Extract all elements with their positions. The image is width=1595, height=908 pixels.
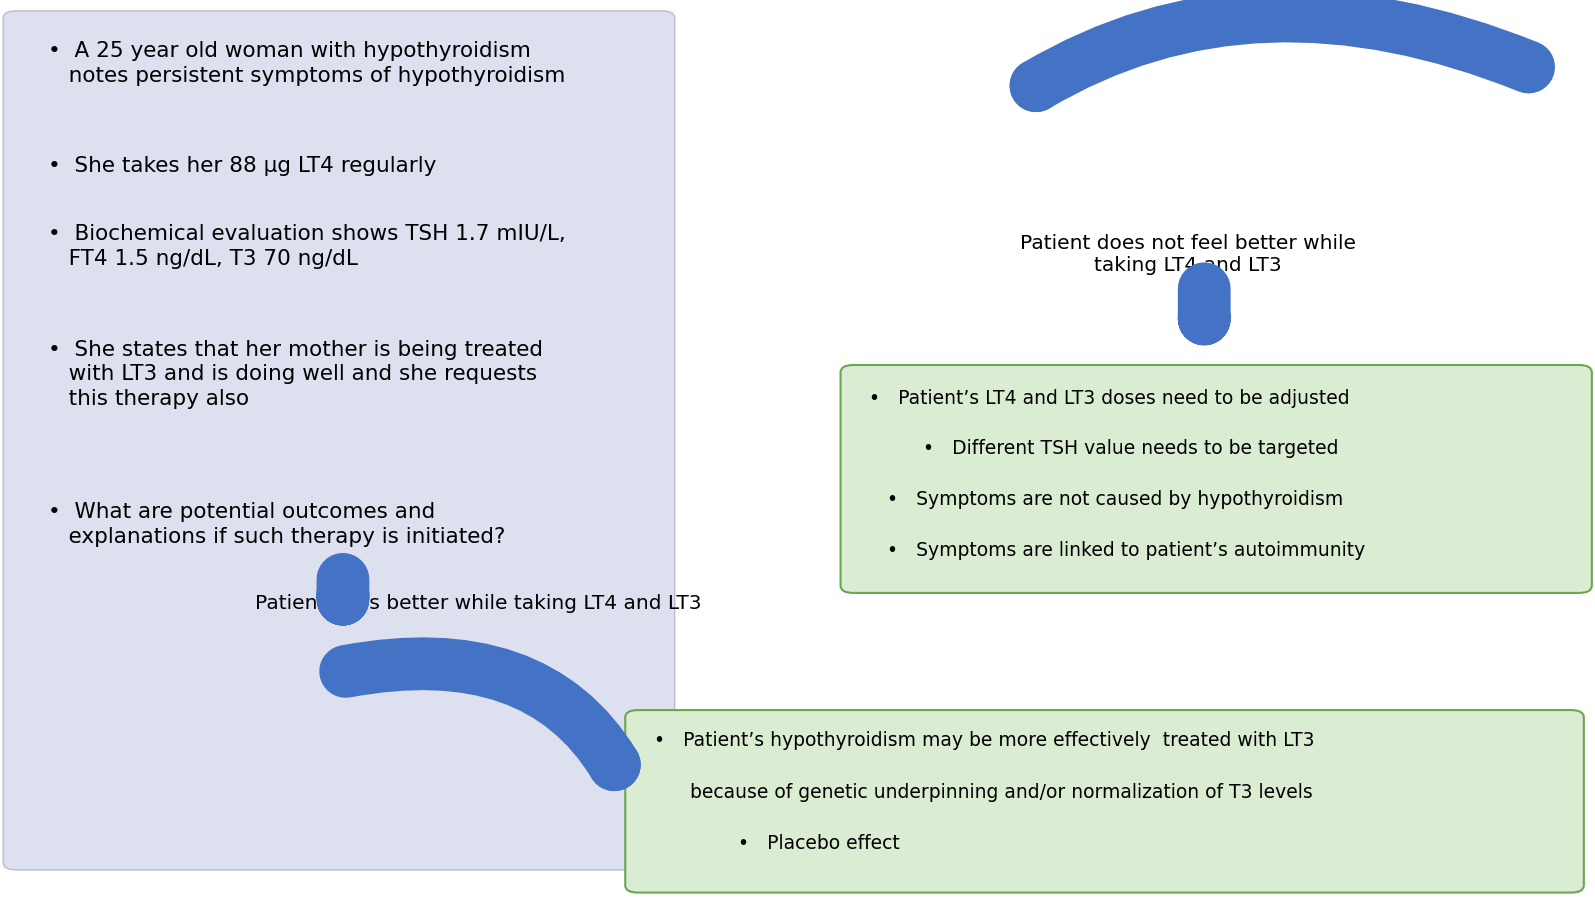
Text: Patient feels better while taking LT4 and LT3: Patient feels better while taking LT4 an…	[255, 595, 702, 613]
Text: •   Symptoms are not caused by hypothyroidism: • Symptoms are not caused by hypothyroid…	[869, 490, 1343, 509]
FancyArrowPatch shape	[1037, 16, 1528, 85]
Text: •   Patient’s LT4 and LT3 doses need to be adjusted: • Patient’s LT4 and LT3 doses need to be…	[869, 389, 1349, 408]
Text: •  She states that her mother is being treated
   with LT3 and is doing well and: • She states that her mother is being tr…	[48, 340, 542, 410]
Text: •   Placebo effect: • Placebo effect	[654, 834, 900, 854]
Text: •  A 25 year old woman with hypothyroidism
   notes persistent symptoms of hypot: • A 25 year old woman with hypothyroidis…	[48, 41, 565, 85]
Text: because of genetic underpinning and/or normalization of T3 levels: because of genetic underpinning and/or n…	[654, 783, 1313, 802]
Text: •  She takes her 88 μg LT4 regularly: • She takes her 88 μg LT4 regularly	[48, 156, 435, 176]
Text: •   Patient’s hypothyroidism may be more effectively  treated with LT3: • Patient’s hypothyroidism may be more e…	[654, 731, 1314, 750]
Text: •  Biochemical evaluation shows TSH 1.7 mIU/L,
   FT4 1.5 ng/dL, T3 70 ng/dL: • Biochemical evaluation shows TSH 1.7 m…	[48, 224, 566, 269]
FancyArrowPatch shape	[346, 664, 614, 765]
Text: Patient does not feel better while
taking LT4 and LT3: Patient does not feel better while takin…	[1021, 233, 1356, 275]
FancyBboxPatch shape	[841, 365, 1592, 593]
Text: •   Symptoms are linked to patient’s autoimmunity: • Symptoms are linked to patient’s autoi…	[869, 541, 1365, 560]
FancyBboxPatch shape	[625, 710, 1584, 893]
Text: •   Different TSH value needs to be targeted: • Different TSH value needs to be target…	[869, 439, 1338, 459]
FancyBboxPatch shape	[3, 11, 675, 870]
Text: •  What are potential outcomes and
   explanations if such therapy is initiated?: • What are potential outcomes and explan…	[48, 502, 506, 547]
